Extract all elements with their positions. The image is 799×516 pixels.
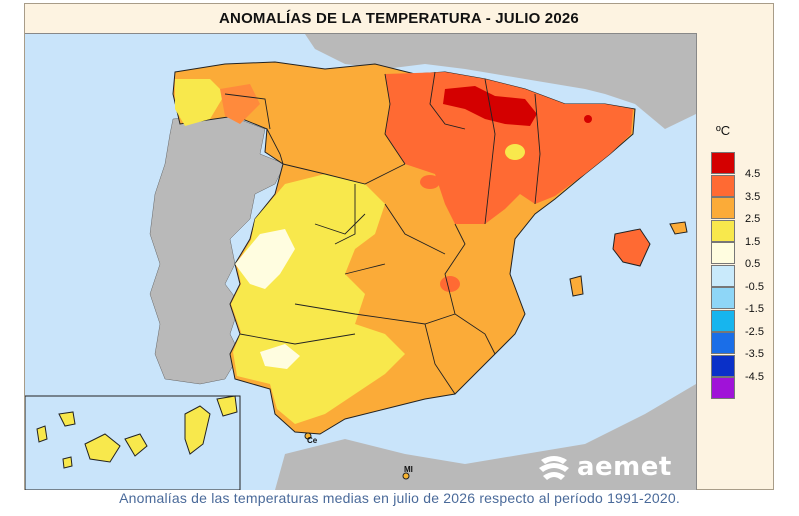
ceuta-marker — [304, 432, 312, 440]
pale-andalucia-zone — [260, 344, 300, 369]
legend-swatch — [711, 219, 735, 242]
ibiza — [569, 275, 584, 297]
pale-extremadura-zone — [235, 229, 295, 289]
melilla-label: MI — [404, 465, 413, 474]
legend-swatch — [711, 354, 735, 377]
el-hierro — [62, 456, 73, 469]
legend-panel — [698, 33, 773, 489]
fuerteventura — [184, 405, 211, 455]
legend-label: 1.5 — [745, 235, 761, 248]
menorca — [669, 221, 688, 235]
legend-label: -3.5 — [745, 348, 764, 360]
legend-label: -2.5 — [745, 325, 764, 338]
yellow-spot-aragon — [505, 144, 525, 160]
legend-swatch — [711, 197, 735, 219]
yellow-galicia-zone — [175, 79, 225, 126]
tenerife — [84, 433, 121, 463]
ceuta-label: Ce — [307, 436, 318, 445]
red-orange-spot-soria — [420, 175, 440, 189]
aemet-logo: aemet — [537, 452, 672, 482]
mallorca — [612, 228, 651, 267]
region-borders — [224, 71, 541, 395]
la-palma — [36, 425, 48, 443]
legend-swatch — [711, 377, 735, 399]
legend-label: 3.5 — [745, 190, 761, 203]
legend-swatch — [711, 332, 735, 354]
legend-label: 4.5 — [745, 168, 761, 180]
legend-label: 2.5 — [745, 213, 761, 225]
canary-islands — [36, 395, 238, 469]
legend-label: -4.5 — [745, 370, 764, 383]
aemet-logo-icon — [539, 456, 569, 480]
legend-swatch — [711, 174, 735, 197]
iberia-map — [25, 34, 696, 490]
legend-label: 0.5 — [745, 258, 761, 270]
lanzarote — [216, 395, 238, 417]
africa-land — [275, 384, 696, 490]
france-land — [305, 34, 696, 129]
legend-swatch — [711, 287, 735, 309]
red-catalonia-spot — [584, 115, 592, 123]
melilla-marker — [402, 472, 410, 480]
la-gomera — [58, 411, 76, 427]
orange-galicia-spot — [220, 84, 260, 124]
figure-caption: Anomalías de las temperaturas medias en … — [119, 490, 680, 506]
aemet-logo-text: aemet — [577, 452, 672, 482]
legend-label: -0.5 — [745, 280, 764, 293]
legend-swatch — [711, 309, 735, 332]
legend-label: -1.5 — [745, 303, 764, 315]
legend-swatch — [711, 264, 735, 287]
legend-swatch — [711, 242, 735, 264]
legend-swatch — [711, 152, 735, 174]
gran-canaria — [124, 433, 148, 457]
legend-unit: ºC — [716, 123, 731, 138]
map-canvas — [25, 33, 697, 490]
red-orange-spot-cuenca — [440, 276, 460, 292]
map-title: ANOMALÍAS DE LA TEMPERATURA - JULIO 2026 — [219, 9, 579, 27]
